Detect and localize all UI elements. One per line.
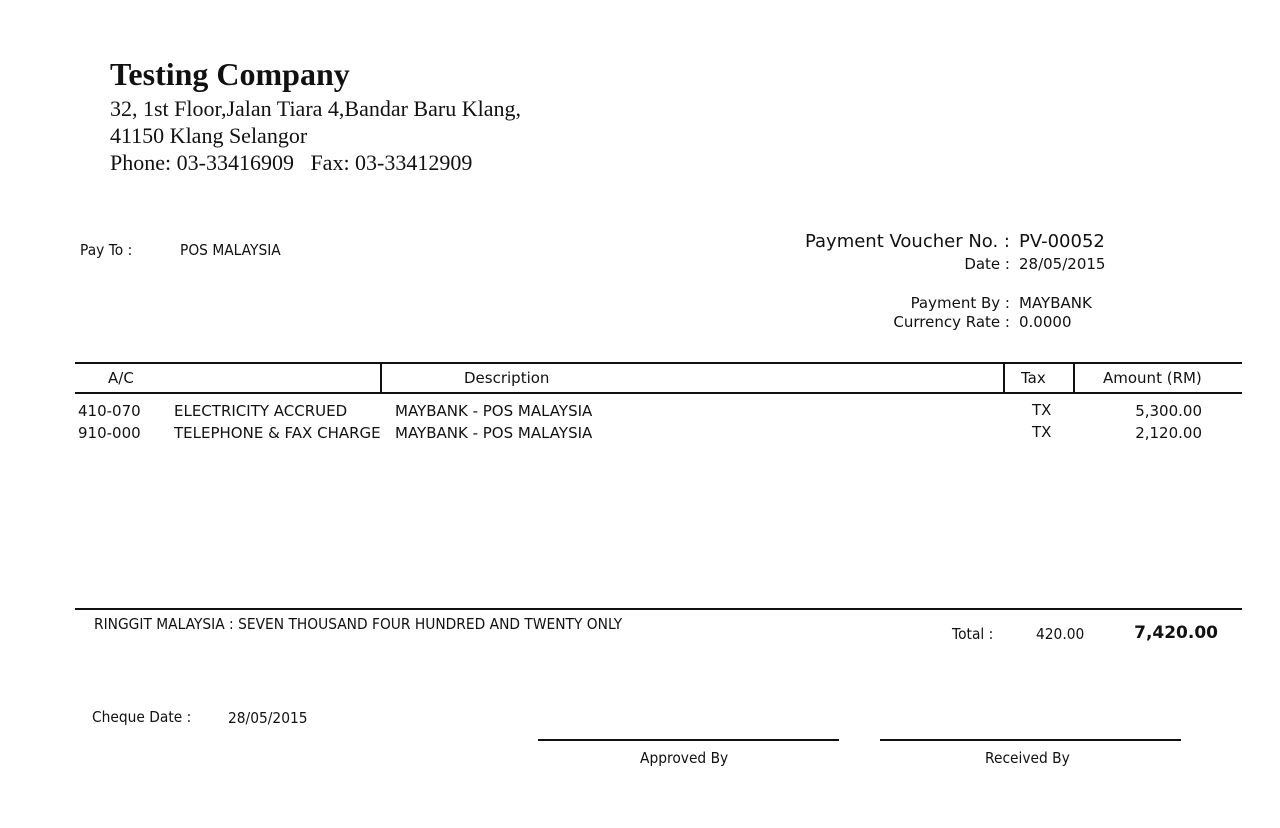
row-ac: 410-070 bbox=[78, 402, 141, 420]
row-amount: 5,300.00 bbox=[1135, 402, 1202, 420]
voucher-no: PV-00052 bbox=[1019, 231, 1105, 252]
row-account: TELEPHONE & FAX CHARGE bbox=[174, 424, 381, 442]
date-label: Date : bbox=[964, 255, 1010, 273]
cheque-date-label: Cheque Date : bbox=[92, 708, 192, 726]
cheque-date-value: 28/05/2015 bbox=[228, 709, 308, 727]
amount-in-words: RINGGIT MALAYSIA : SEVEN THOUSAND FOUR H… bbox=[94, 615, 623, 633]
payment-by-label: Payment By : bbox=[910, 294, 1010, 312]
header-tax: Tax bbox=[1021, 369, 1046, 387]
company-phone-fax: Phone: 03-33416909 Fax: 03-33412909 bbox=[110, 150, 473, 175]
currency-rate-value: 0.0000 bbox=[1019, 313, 1072, 331]
column-divider bbox=[380, 363, 382, 393]
currency-rate-label: Currency Rate : bbox=[893, 313, 1010, 331]
row-amount: 2,120.00 bbox=[1135, 424, 1202, 442]
table-header-bottom-border bbox=[75, 392, 1242, 394]
table-top-border bbox=[75, 362, 1242, 364]
row-ac: 910-000 bbox=[78, 424, 141, 442]
row-account: ELECTRICITY ACCRUED bbox=[174, 402, 348, 420]
header-description: Description bbox=[464, 369, 550, 387]
row-description: MAYBANK - POS MALAYSIA bbox=[395, 424, 593, 442]
total-amount: 7,420.00 bbox=[1134, 623, 1218, 643]
company-address-line2: 41150 Klang Selangor bbox=[110, 123, 308, 148]
pay-to-label: Pay To : bbox=[80, 241, 133, 259]
company-address-line1: 32, 1st Floor,Jalan Tiara 4,Bandar Baru … bbox=[110, 96, 521, 121]
row-tax: TX bbox=[1032, 423, 1052, 441]
approved-by-label: Approved By bbox=[640, 749, 729, 767]
received-signature-line bbox=[880, 739, 1181, 741]
received-by-label: Received By bbox=[985, 749, 1070, 767]
company-name: Testing Company bbox=[110, 56, 350, 92]
payment-by-value: MAYBANK bbox=[1019, 294, 1092, 312]
total-label: Total : bbox=[952, 625, 994, 643]
table-bottom-border bbox=[75, 608, 1242, 610]
header-ac: A/C bbox=[108, 369, 134, 387]
row-tax: TX bbox=[1032, 401, 1052, 419]
date-value: 28/05/2015 bbox=[1019, 255, 1106, 273]
header-amount: Amount (RM) bbox=[1103, 369, 1202, 387]
column-divider bbox=[1073, 363, 1075, 393]
pay-to-value: POS MALAYSIA bbox=[180, 241, 281, 259]
total-tax: 420.00 bbox=[1036, 625, 1085, 643]
approved-signature-line bbox=[538, 739, 839, 741]
voucher-no-label: Payment Voucher No. : bbox=[804, 231, 1010, 252]
row-description: MAYBANK - POS MALAYSIA bbox=[395, 402, 593, 420]
column-divider bbox=[1003, 363, 1005, 393]
